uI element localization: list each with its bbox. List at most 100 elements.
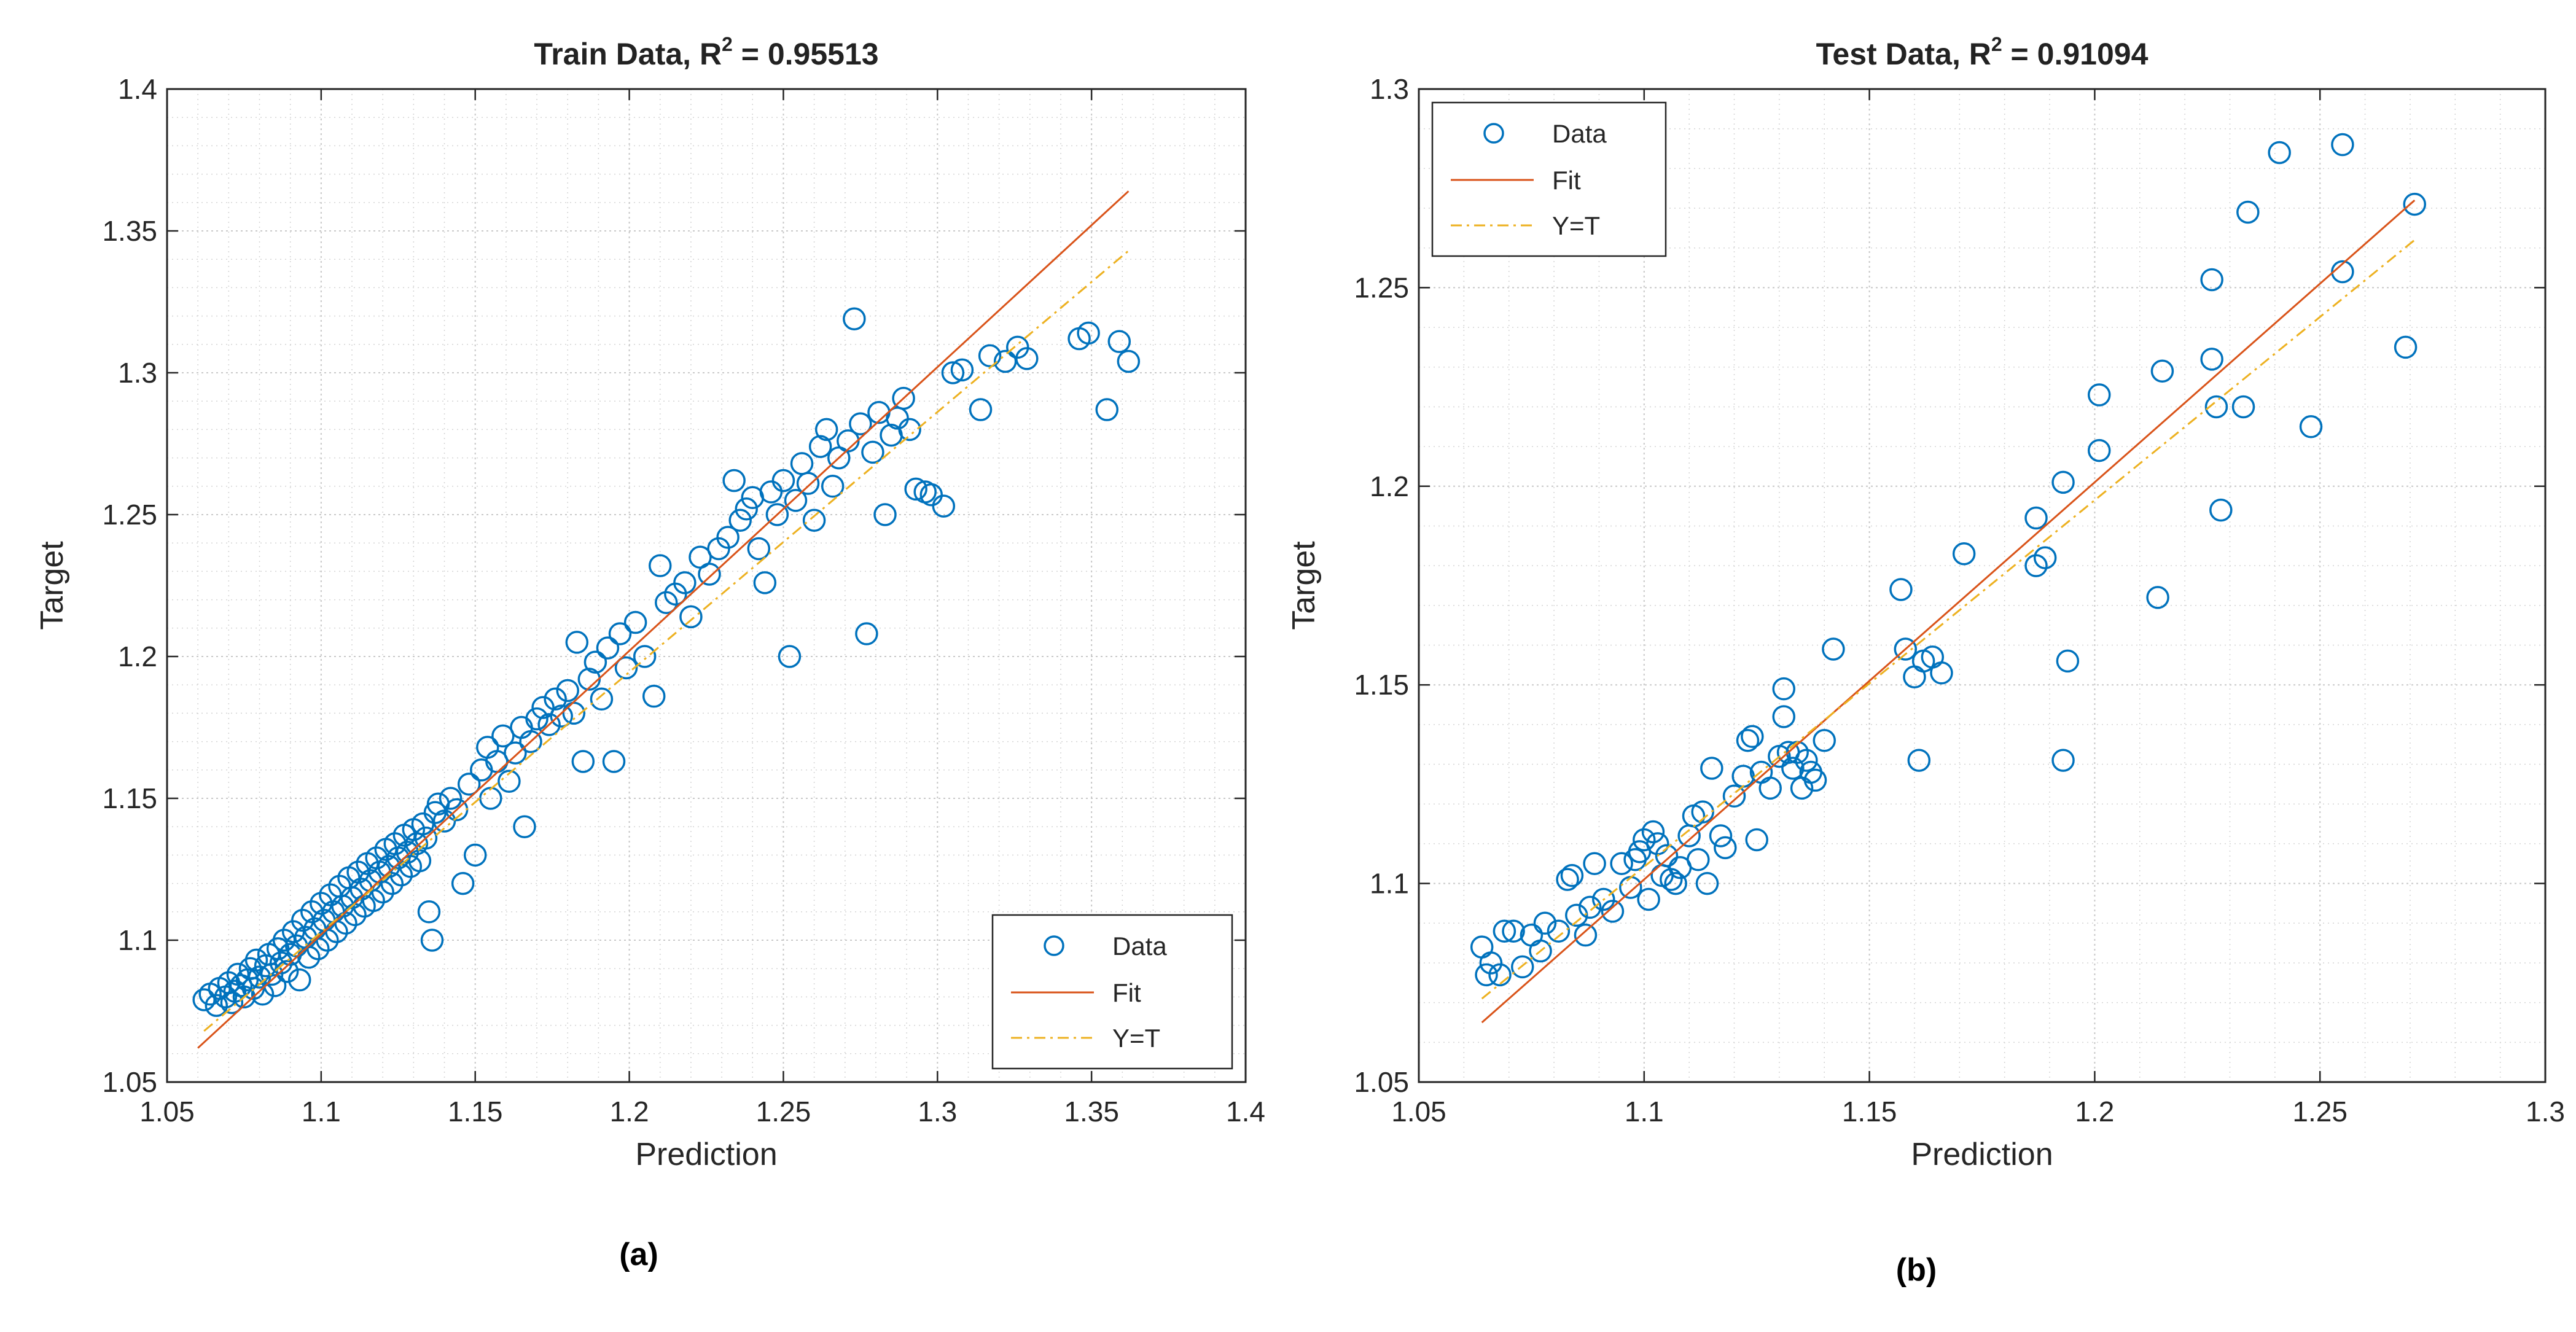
data-point — [451, 871, 475, 895]
data-point — [2204, 395, 2228, 419]
data-point — [855, 622, 878, 645]
x-tick-label: 1.1 — [302, 1096, 341, 1128]
panel-label-b: (b) — [1896, 1252, 1937, 1288]
panel-label-a: (a) — [619, 1237, 658, 1272]
data-point — [1641, 820, 1665, 844]
data-point — [1772, 705, 1795, 728]
data-point — [1741, 725, 1764, 749]
data-point — [491, 724, 515, 748]
data-point — [802, 508, 826, 532]
train-chart-title: Train Data, R2 = 0.95513 — [534, 33, 878, 71]
data-point — [1691, 800, 1714, 824]
test-legend-fit-label: Fit — [1552, 166, 1581, 195]
test-legend: Data Fit Y=T — [1431, 101, 1667, 257]
train-title-suffix: = 0.95513 — [733, 37, 879, 71]
data-point — [969, 398, 993, 421]
train-legend-fit-label: Fit — [1112, 978, 1141, 1007]
data-point — [633, 645, 657, 668]
x-tick-label: 1.25 — [756, 1096, 811, 1128]
data-point — [892, 386, 915, 410]
test-title-prefix: Test Data, R — [1816, 37, 1991, 71]
data-point — [796, 472, 820, 495]
data-point — [1655, 844, 1679, 868]
test-data-points — [1470, 133, 2427, 987]
y-tick-label: 1.3 — [118, 357, 157, 389]
data-point — [439, 787, 463, 810]
data-point — [1772, 677, 1795, 701]
data-point — [1601, 900, 1625, 923]
data-point — [457, 773, 481, 796]
y-tick-label: 1.2 — [118, 641, 157, 672]
data-point — [2033, 546, 2057, 569]
data-point — [420, 929, 444, 952]
data-point — [1637, 887, 1660, 911]
y-tick-label: 1.2 — [1370, 470, 1409, 502]
data-point — [2236, 200, 2260, 224]
data-point — [2331, 260, 2354, 284]
data-point — [1687, 848, 1710, 871]
data-point — [1952, 542, 1976, 566]
y-tick-label: 1.15 — [102, 782, 157, 814]
data-point — [1533, 911, 1557, 935]
data-point — [1700, 757, 1723, 780]
data-point — [978, 344, 1002, 368]
data-point — [735, 497, 758, 521]
data-point — [556, 679, 579, 703]
data-point — [2200, 268, 2223, 292]
data-point — [2403, 192, 2427, 216]
data-point — [1560, 863, 1584, 887]
data-point — [1479, 951, 1503, 975]
data-point — [1889, 578, 1913, 601]
x-tick-label: 1.2 — [2075, 1096, 2114, 1128]
data-point — [2051, 749, 2075, 772]
data-point — [1077, 321, 1100, 345]
data-point — [1907, 749, 1931, 772]
data-point — [2150, 359, 2174, 383]
data-point — [1695, 871, 1719, 895]
data-point — [2268, 141, 2291, 165]
x-tick-label: 1.05 — [1391, 1096, 1446, 1128]
test-legend-identity-label: Y=T — [1552, 211, 1600, 240]
data-point — [1722, 784, 1746, 808]
data-point — [1646, 832, 1669, 855]
data-point — [747, 537, 771, 561]
data-point — [642, 684, 666, 708]
data-point — [504, 741, 527, 765]
x-tick-label: 1.4 — [1226, 1096, 1265, 1128]
data-point — [861, 440, 884, 464]
x-tick-label: 1.15 — [448, 1096, 503, 1128]
train-legend: Data Fit Y=T — [991, 914, 1233, 1070]
data-point — [1745, 828, 1768, 852]
y-tick-label: 1.05 — [102, 1066, 157, 1098]
data-point — [814, 418, 838, 442]
data-point — [1813, 729, 1836, 752]
data-point — [525, 707, 548, 731]
data-point — [1493, 919, 1516, 943]
y-tick-label: 1.05 — [1354, 1066, 1409, 1098]
y-tick-label: 1.15 — [1354, 669, 1409, 701]
data-point — [498, 769, 521, 793]
data-point — [1565, 903, 1588, 927]
y-tick-label: 1.3 — [1370, 73, 1409, 105]
train-identity-line — [203, 250, 1130, 1032]
x-tick-label: 1.3 — [918, 1096, 957, 1128]
data-point — [1488, 963, 1512, 987]
data-point — [728, 508, 752, 532]
data-point — [722, 469, 746, 493]
data-point — [531, 696, 555, 719]
data-point — [1502, 919, 1525, 943]
data-point — [414, 826, 438, 850]
train-axes-frame — [166, 88, 1247, 1083]
data-point — [679, 605, 703, 629]
data-point — [513, 815, 536, 838]
data-point — [698, 563, 721, 586]
test-major-grid — [1418, 88, 2547, 1083]
data-point — [275, 960, 299, 983]
x-tick-label: 1.25 — [2292, 1096, 2348, 1128]
train-data-points — [192, 307, 1141, 1018]
data-point — [463, 843, 487, 867]
data-point — [2087, 383, 2111, 407]
data-point — [1610, 852, 1633, 876]
data-point — [941, 361, 965, 384]
data-point — [2209, 498, 2233, 522]
